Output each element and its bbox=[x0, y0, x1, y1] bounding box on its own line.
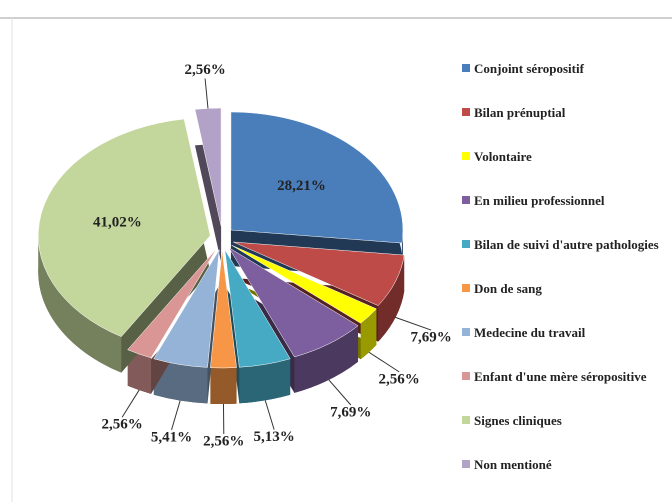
slice bbox=[224, 249, 291, 368]
data-label: 2,56% bbox=[203, 433, 244, 449]
legend-item: Don de sang bbox=[462, 280, 667, 297]
slice-side bbox=[210, 367, 237, 404]
data-label: 2,56% bbox=[379, 371, 420, 387]
legend-swatch bbox=[462, 328, 470, 336]
legend-swatch bbox=[462, 372, 470, 380]
slice-side bbox=[239, 358, 291, 404]
legend-label: Conjoint séropositif bbox=[474, 61, 584, 76]
slice bbox=[210, 249, 237, 369]
slice bbox=[127, 248, 217, 359]
data-label: 7,69% bbox=[410, 329, 451, 345]
legend-item: Bilan de suivi d'autre pathologies bbox=[462, 236, 667, 253]
data-label: 5,41% bbox=[151, 429, 192, 445]
legend-label: Non mentioné bbox=[474, 457, 552, 472]
legend-swatch bbox=[462, 240, 470, 248]
legend-label: Bilan prénuptial bbox=[474, 105, 566, 120]
leader-line bbox=[171, 400, 181, 431]
legend-swatch bbox=[462, 460, 470, 468]
legend-label: Don de sang bbox=[474, 281, 542, 296]
legend-swatch bbox=[462, 108, 470, 116]
legend-item: Conjoint séropositif bbox=[462, 60, 667, 77]
slice-side bbox=[360, 308, 377, 360]
leader-line bbox=[368, 351, 400, 373]
slice bbox=[233, 241, 405, 306]
data-label: 7,69% bbox=[330, 404, 371, 420]
legend-item: En milieu professionnel bbox=[462, 192, 667, 209]
slice-side bbox=[127, 349, 152, 394]
legend-swatch bbox=[462, 64, 470, 72]
legend-swatch bbox=[462, 152, 470, 160]
legend-item: Bilan prénuptial bbox=[462, 104, 667, 121]
leader-line bbox=[121, 389, 140, 418]
legend-item: Enfant d'une mère séropositive bbox=[462, 368, 667, 385]
legend-item: Non mentioné bbox=[462, 456, 667, 473]
slice bbox=[231, 244, 377, 324]
legend-label: Bilan de suivi d'autre pathologies bbox=[474, 237, 659, 252]
slice bbox=[153, 249, 220, 368]
slice-side bbox=[38, 235, 122, 373]
data-label: 28,21% bbox=[277, 178, 326, 194]
slice bbox=[230, 111, 404, 244]
legend-swatch bbox=[462, 416, 470, 424]
leader-line bbox=[264, 400, 275, 430]
legend-item: Signes cliniques bbox=[462, 412, 667, 429]
slice-side bbox=[294, 325, 359, 393]
legend-label: Enfant d'une mère séropositive bbox=[474, 369, 647, 384]
data-label: 2,56% bbox=[101, 417, 142, 433]
legend-label: Medecine du travail bbox=[474, 325, 586, 340]
data-label: 2,56% bbox=[184, 62, 225, 78]
slice bbox=[38, 118, 211, 337]
slice bbox=[228, 247, 359, 358]
legend-swatch bbox=[462, 284, 470, 292]
legend-swatch bbox=[462, 196, 470, 204]
data-label: 5,13% bbox=[254, 429, 295, 445]
leader-line bbox=[328, 379, 352, 406]
legend-label: Volontaire bbox=[474, 149, 532, 164]
slice-side bbox=[153, 358, 208, 404]
leader-line bbox=[395, 316, 432, 331]
legend-item: Volontaire bbox=[462, 148, 667, 165]
leader-line bbox=[204, 78, 209, 109]
legend-label: Signes cliniques bbox=[474, 413, 562, 428]
legend-item: Medecine du travail bbox=[462, 324, 667, 341]
slice bbox=[194, 107, 222, 227]
legend-label: En milieu professionnel bbox=[474, 193, 605, 208]
data-label: 41,02% bbox=[93, 215, 142, 231]
